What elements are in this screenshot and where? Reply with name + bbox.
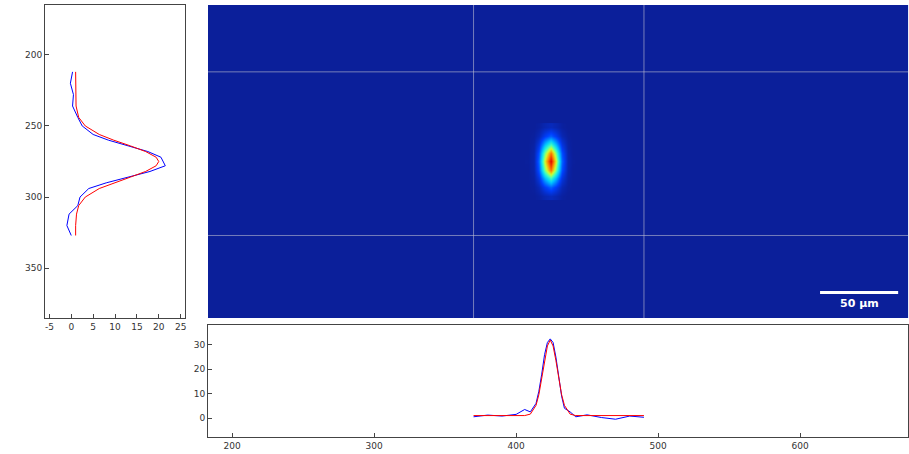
svg-text:250: 250 (25, 121, 42, 131)
svg-text:50 μm: 50 μm (840, 297, 879, 310)
svg-text:5: 5 (90, 322, 96, 332)
svg-text:0: 0 (199, 413, 205, 423)
svg-text:10: 10 (109, 322, 121, 332)
svg-text:25: 25 (175, 322, 186, 332)
svg-text:0: 0 (68, 322, 74, 332)
svg-text:200: 200 (224, 441, 241, 451)
svg-text:10: 10 (194, 389, 206, 399)
svg-text:15: 15 (131, 322, 142, 332)
svg-text:20: 20 (194, 364, 206, 374)
svg-text:500: 500 (650, 441, 667, 451)
svg-text:-5: -5 (45, 322, 54, 332)
svg-text:350: 350 (25, 263, 42, 273)
svg-text:400: 400 (508, 441, 525, 451)
svg-text:30: 30 (194, 340, 206, 350)
svg-text:300: 300 (366, 441, 383, 451)
svg-text:600: 600 (792, 441, 809, 451)
svg-text:20: 20 (153, 322, 165, 332)
svg-text:300: 300 (25, 192, 42, 202)
svg-text:200: 200 (25, 50, 42, 60)
